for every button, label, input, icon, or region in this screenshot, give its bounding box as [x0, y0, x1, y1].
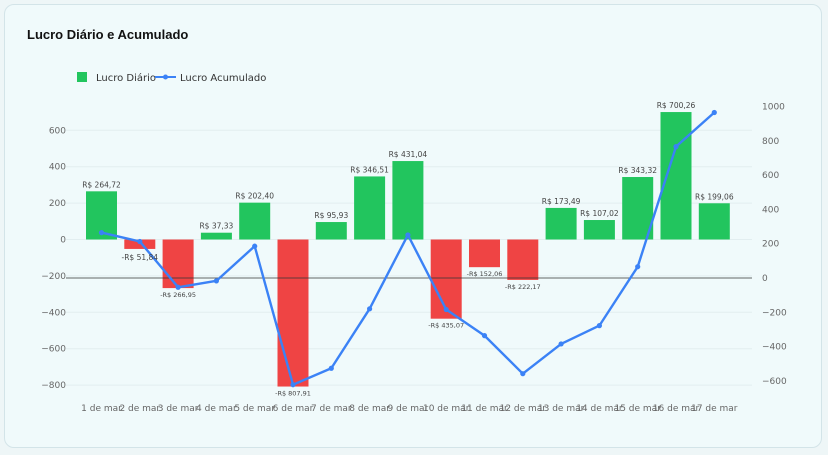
- y-right-tick-label: 1000: [762, 103, 785, 113]
- bar-data-label: R$ 202,40: [235, 192, 274, 201]
- legend-label-line[interactable]: Lucro Acumulado: [180, 73, 266, 84]
- line-point: [367, 306, 373, 312]
- line-point: [558, 341, 564, 347]
- y-right-tick-label: 400: [762, 205, 779, 215]
- legend: Lucro Diário Lucro Acumulado: [77, 72, 266, 84]
- chart-title: Lucro Diário e Acumulado: [27, 27, 189, 42]
- y-right-tick-label: −600: [762, 377, 787, 387]
- line-point: [213, 278, 219, 284]
- line-point: [252, 243, 258, 249]
- x-tick-label: 14 de mar: [576, 404, 623, 414]
- bar: [354, 176, 386, 240]
- line-point: [711, 109, 717, 116]
- bar: [315, 222, 347, 240]
- bar: [277, 239, 309, 387]
- y-right-tick-label: −200: [762, 308, 787, 318]
- bar: [469, 239, 500, 268]
- x-tick-label: 6 de mar: [273, 404, 314, 414]
- y-left-tick-label: −600: [41, 345, 66, 355]
- bar: [545, 207, 577, 240]
- bar: [239, 202, 271, 240]
- line-point: [175, 284, 181, 290]
- line-point: [443, 306, 449, 313]
- y-right-tick-label: 600: [762, 171, 779, 181]
- x-tick-label: 15 de mar: [614, 404, 661, 414]
- x-tick-label: 17 de mar: [691, 404, 738, 414]
- y-right-tick-label: 800: [762, 137, 779, 147]
- x-tick-label: 9 de mar: [388, 404, 429, 414]
- bar: [392, 161, 424, 240]
- line-point: [481, 333, 488, 339]
- line-point: [328, 365, 334, 371]
- bar-data-label: R$ 37,33: [199, 222, 233, 231]
- y-left-tick-label: −800: [41, 381, 66, 391]
- y-left-tick-label: 400: [49, 163, 66, 173]
- bar: [583, 220, 615, 240]
- line-point: [137, 238, 143, 245]
- y-left-tick-label: −400: [41, 308, 66, 318]
- axes: 600 400 200 0 −200 −400 −600 −800 1000 800 600 400 2…: [41, 103, 787, 415]
- x-tick-label: 11 de mar: [461, 404, 508, 414]
- line-point: [405, 232, 411, 238]
- x-tick-label: 7 de mar: [311, 404, 352, 414]
- x-tick-label: 4 de mar: [196, 404, 237, 414]
- legend-swatch-line-marker: [163, 74, 168, 80]
- bar-data-label: R$ 173,49: [542, 197, 581, 206]
- y-left-tick-label: 600: [49, 126, 66, 136]
- line-point: [635, 264, 641, 270]
- x-tick-label: 5 de mar: [234, 404, 275, 414]
- line-point: [520, 371, 526, 377]
- bar-data-label: -R$ 266,95: [160, 291, 196, 299]
- bar-data-label: R$ 343,32: [618, 166, 657, 175]
- x-tick-label: 3 de mar: [158, 404, 199, 414]
- bar-data-label: R$ 700,26: [657, 101, 696, 110]
- y-left-tick-label: −200: [41, 272, 66, 282]
- line-series: [98, 109, 717, 388]
- x-tick-label: 13 de mar: [538, 404, 585, 414]
- bar-data-label: -R$ 51,84: [122, 253, 159, 262]
- bar: [660, 112, 692, 240]
- bar: [162, 239, 194, 289]
- x-tick-label: 2 de mar: [119, 404, 160, 414]
- bar-data-label: R$ 199,06: [695, 192, 734, 201]
- x-tick-label: 8 de mar: [349, 404, 390, 414]
- bar-data-label: R$ 346,51: [350, 165, 389, 174]
- line-point: [596, 323, 603, 329]
- data-labels: R$ 264,72 -R$ 51,84 -R$ 266,95 R$ 37,33 R$ 2…: [82, 101, 734, 397]
- legend-label-bar[interactable]: Lucro Diário: [96, 72, 156, 84]
- bar-data-label: R$ 431,04: [389, 150, 428, 159]
- bar: [200, 232, 232, 240]
- y-right-tick-label: 200: [762, 240, 779, 250]
- y-right-tick-label: −400: [762, 343, 787, 353]
- x-tick-label: 10 de mar: [423, 404, 470, 414]
- y-right-tick-label: 0: [762, 274, 768, 284]
- x-tick-label: 1 de mar: [81, 404, 122, 414]
- y-left-tick-label: 0: [60, 236, 66, 246]
- y-left-tick-label: 200: [49, 199, 66, 209]
- bar: [622, 177, 654, 240]
- bar: [124, 239, 156, 249]
- bar: [430, 239, 462, 319]
- bar-data-label: -R$ 807,91: [275, 390, 311, 398]
- bar: [507, 239, 539, 280]
- bar-data-label: R$ 107,02: [580, 209, 619, 218]
- bar-data-label: -R$ 152,06: [467, 270, 503, 278]
- legend-swatch-bar: [77, 72, 87, 82]
- x-tick-label: 12 de mar: [500, 404, 547, 414]
- bar-series: [86, 112, 730, 387]
- bar-data-label: -R$ 435,07: [428, 322, 464, 330]
- bar: [698, 203, 730, 240]
- line-point: [290, 382, 296, 388]
- line-point: [98, 230, 105, 236]
- bar-data-label: R$ 95,93: [314, 211, 348, 220]
- bar-data-label: R$ 264,72: [82, 180, 121, 189]
- x-tick-label: 16 de mar: [653, 404, 700, 414]
- line-point: [673, 144, 679, 150]
- bar-data-label: -R$ 222,17: [505, 283, 541, 291]
